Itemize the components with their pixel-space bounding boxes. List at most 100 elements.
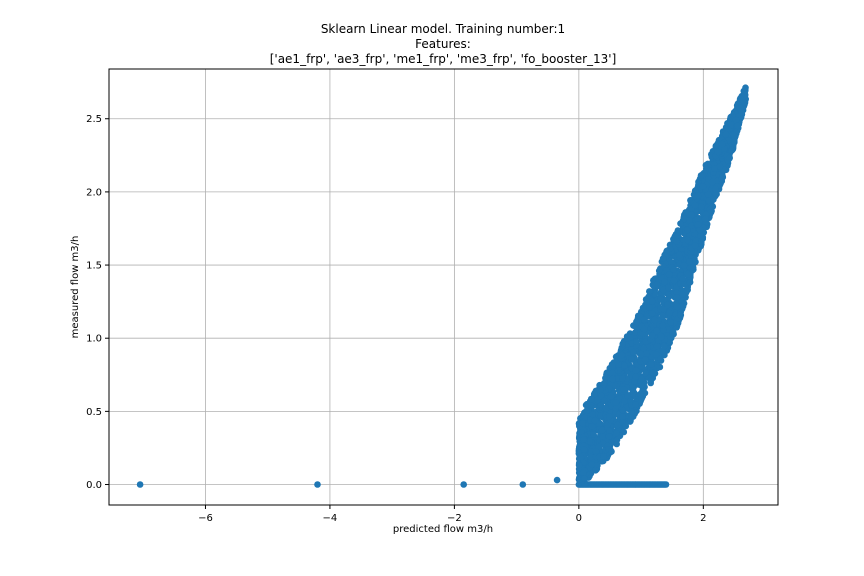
data-point [612,399,620,406]
data-point [595,443,603,451]
data-point [730,132,738,139]
x-axis-ticks: −6 −4 −2 0 2 [198,505,707,524]
data-point [722,131,730,138]
data-point [602,405,610,412]
data-point [716,163,724,170]
data-point [630,348,637,356]
data-point [708,178,716,186]
data-point [638,382,645,390]
data-point [613,429,620,437]
data-point [590,390,598,398]
data-point [642,369,649,377]
data-point [686,217,693,224]
data-point [681,280,688,288]
data-point [640,345,648,352]
data-point [662,481,670,488]
chart-title: Sklearn Linear model. Training number:1 … [270,22,617,66]
data-point [586,438,593,445]
data-point [673,238,681,245]
y-tick-label: 1.5 [86,261,102,272]
data-point [633,338,640,346]
data-point [653,281,661,289]
data-point [676,228,683,236]
data-point [698,203,705,211]
data-point [694,216,701,223]
data-point [696,226,704,234]
data-point [587,395,595,403]
data-point [664,301,671,309]
y-tick-label: 0.5 [86,407,102,418]
data-point [699,183,707,190]
data-point [667,319,674,326]
data-point [580,436,588,443]
data-point [659,312,666,320]
data-point [614,421,621,429]
data-point [669,329,676,336]
data-point [606,413,613,420]
data-point [600,453,607,460]
data-point [712,185,719,193]
y-tick-label: 1.0 [86,334,102,345]
data-point [596,420,603,427]
data-point [647,361,655,368]
data-point [643,350,650,358]
data-point [587,448,594,455]
data-point [701,215,709,223]
data-point [628,414,635,421]
data-point [636,390,644,398]
data-point [670,266,677,273]
data-point [648,297,656,305]
data-point [686,258,693,265]
data-point [592,448,600,456]
data-point [605,432,613,440]
data-point [647,377,655,384]
data-point [657,355,664,363]
x-axis-label: predicted flow m3/h [393,524,493,535]
data-point [736,104,744,112]
data-point [704,190,712,198]
data-point [609,362,616,370]
data-point [598,426,606,434]
data-point [677,311,684,319]
data-point [643,298,650,305]
data-point [673,303,681,311]
data-point [588,461,596,468]
y-tick-label: 2.0 [86,187,102,198]
data-point [684,226,691,234]
data-point [314,481,321,488]
data-point [655,267,663,275]
data-point [679,275,687,282]
data-point [579,419,586,427]
data-point [632,373,640,381]
data-point [592,467,599,474]
grid-lines [109,69,778,505]
data-point [680,262,688,269]
data-point [587,453,594,461]
data-point [621,397,628,405]
data-point [602,374,609,382]
data-point [590,431,597,438]
data-point [633,318,640,326]
data-point [619,375,626,382]
data-point [661,278,668,286]
data-point [648,310,656,317]
data-point [719,173,726,180]
data-point [628,356,635,363]
data-point [658,333,665,341]
data-point [659,322,667,329]
data-point [621,362,628,370]
data-point [618,351,626,359]
data-point [684,236,691,244]
data-point [689,264,697,271]
data-point [601,397,608,405]
data-point [676,251,683,259]
data-point [607,392,615,400]
data-point [741,91,749,99]
data-point [678,291,686,299]
y-axis-ticks: 0.0 0.5 1.0 1.5 2.0 2.5 [86,114,109,491]
data-point [608,369,616,377]
title-line-2: Features: [415,37,471,51]
data-point [681,215,688,223]
data-point [663,247,671,255]
y-tick-label: 0.0 [86,480,102,491]
